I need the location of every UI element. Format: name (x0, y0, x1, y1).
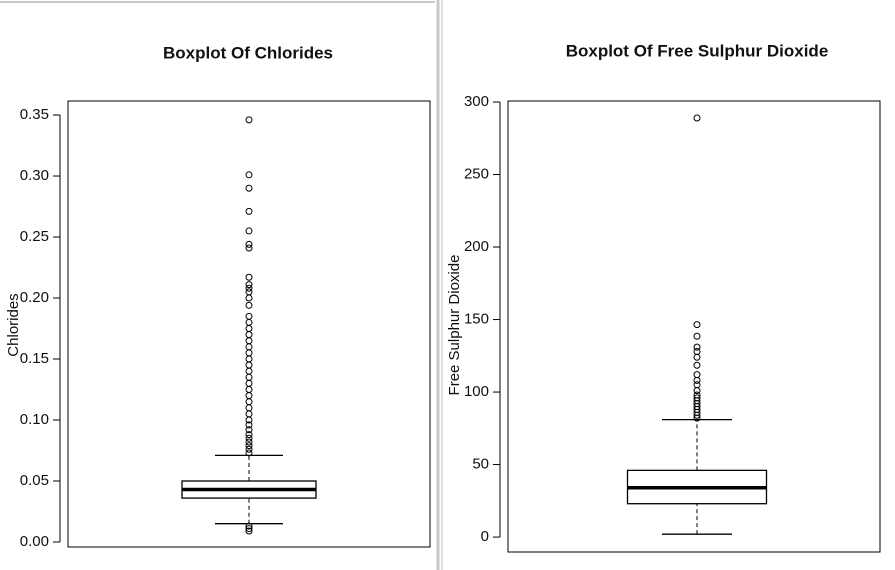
y-tick-label: 0.05 (20, 472, 49, 489)
y-tick-label: 100 (464, 383, 489, 400)
outlier (245, 449, 253, 457)
outlier (245, 325, 253, 333)
y-tick-label: 50 (472, 456, 489, 473)
chart-title: Boxplot Of Chlorides (163, 43, 333, 62)
outlier (693, 321, 701, 329)
outlier (245, 207, 253, 215)
outlier (245, 318, 253, 326)
outlier (693, 114, 701, 122)
outlier (245, 522, 253, 530)
outlier (245, 294, 253, 302)
outlier (245, 337, 253, 345)
outlier (245, 240, 253, 248)
outlier (245, 438, 253, 446)
outlier (245, 525, 253, 533)
y-tick-label: 0.25 (20, 228, 49, 245)
outlier (245, 284, 253, 292)
y-tick-label: 250 (464, 165, 489, 182)
outlier (245, 398, 253, 406)
outlier (245, 392, 253, 400)
outlier (693, 381, 701, 389)
y-tick-label: 0 (481, 528, 489, 545)
outlier (693, 347, 701, 355)
outlier (245, 426, 253, 434)
outlier (693, 411, 701, 419)
outlier (245, 527, 253, 535)
outlier (693, 353, 701, 361)
outlier (245, 349, 253, 357)
y-tick-label: 0.15 (20, 350, 49, 367)
outlier (693, 414, 701, 422)
outlier (245, 244, 253, 252)
y-tick-label: 0.30 (20, 167, 49, 184)
y-axis-title: Free Sulphur Dioxide (446, 255, 463, 396)
outlier (693, 343, 701, 351)
outlier (693, 371, 701, 379)
y-axis-title: Chlorides (5, 293, 22, 356)
y-tick-label: 0.00 (20, 533, 49, 550)
outlier (245, 367, 253, 375)
outlier (245, 355, 253, 363)
outlier (245, 273, 253, 281)
outlier (245, 116, 253, 124)
outlier (245, 184, 253, 192)
outlier (245, 288, 253, 296)
chart-title: Boxplot Of Free Sulphur Dioxide (566, 41, 829, 60)
outlier (693, 332, 701, 340)
outlier (693, 361, 701, 369)
outlier (245, 404, 253, 412)
plot-frame (67, 100, 431, 548)
outlier (245, 171, 253, 179)
y-tick-label: 0.10 (20, 411, 49, 428)
outlier (245, 445, 253, 453)
outlier (245, 431, 253, 439)
outlier (245, 416, 253, 424)
y-tick-label: 300 (464, 93, 489, 110)
y-tick-label: 0.20 (20, 289, 49, 306)
outlier (245, 312, 253, 320)
y-tick-label: 0.35 (20, 106, 49, 123)
outlier (245, 386, 253, 394)
outlier (245, 379, 253, 387)
outlier (245, 421, 253, 429)
outlier (245, 331, 253, 339)
outlier (245, 227, 253, 235)
outlier (245, 410, 253, 418)
outlier (245, 281, 253, 289)
outlier (245, 301, 253, 309)
outlier (245, 373, 253, 381)
outlier (693, 376, 701, 384)
y-tick-label: 200 (464, 238, 489, 255)
outlier (245, 442, 253, 450)
outlier (245, 434, 253, 442)
outlier (245, 343, 253, 351)
outlier (245, 361, 253, 369)
y-tick-label: 150 (464, 311, 489, 328)
plot-frame (507, 100, 881, 553)
outlier (693, 387, 701, 395)
